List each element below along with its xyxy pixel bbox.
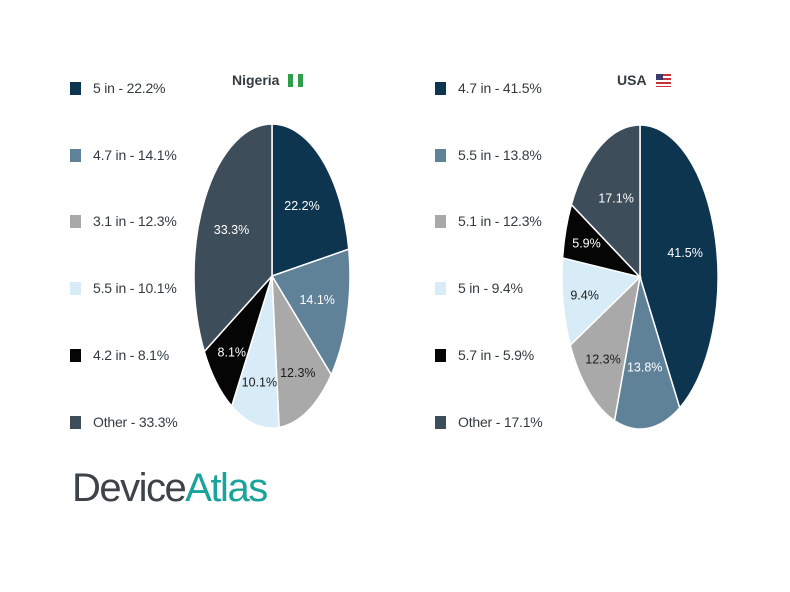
legend-swatch [70,148,81,162]
legend-label: 4.2 in - 8.1% [93,347,169,363]
logo-text-device: Device [72,466,187,510]
nigeria-flag-icon [288,73,304,87]
chart-title: USA [617,72,647,88]
pie-slice [639,124,719,410]
legend-label: 5.1 in - 12.3% [458,213,542,229]
pie-slice [270,248,351,377]
slice-data-label: 14.1% [299,293,334,307]
legend-swatch [70,348,81,362]
pie-slice [613,276,681,430]
legend-label: 5.5 in - 10.1% [93,280,177,296]
legend-label: 4.7 in - 41.5% [458,80,542,96]
legend-swatch [435,281,446,295]
legend-item: 5.5 in - 13.8% [435,145,542,165]
slice-data-label: 8.1% [218,346,247,360]
legend-swatch [70,415,81,429]
legend-item: 5 in - 22.2% [70,78,166,98]
legend-label: 3.1 in - 12.3% [93,213,177,229]
legend-swatch [435,348,446,362]
nigeria-chart-panel: 5 in - 22.2% 4.7 in - 14.1% 3.1 in - 12.3%… [60,60,380,460]
legend-label: 5 in - 9.4% [458,280,523,296]
slice-data-label: 33.3% [214,223,249,237]
legend-label: 5 in - 22.2% [93,80,166,96]
legend-swatch [435,81,446,95]
legend-label: Other - 17.1% [458,414,543,430]
legend-item: 4.7 in - 14.1% [70,145,177,165]
legend-label: 5.5 in - 13.8% [458,147,542,163]
chart-title-row: Nigeria [232,72,304,88]
legend-item: 5.1 in - 12.3% [435,211,542,231]
legend-label: 4.7 in - 14.1% [93,147,177,163]
chart-title-row: USA [617,72,671,88]
legend-item: 5 in - 9.4% [435,278,523,298]
slice-data-label: 13.8% [627,361,662,375]
legend-label: Other - 33.3% [93,414,178,430]
slice-data-label: 17.1% [598,192,633,206]
legend-item: Other - 33.3% [70,412,178,432]
slice-data-label: 12.3% [585,352,620,366]
usa-chart-panel: 4.7 in - 41.5% 5.5 in - 13.8% 5.1 in - 12.… [425,60,745,460]
legend-item: Other - 17.1% [435,412,543,432]
slice-data-label: 5.9% [572,237,601,251]
legend-swatch [70,281,81,295]
legend-swatch [435,415,446,429]
slice-data-label: 41.5% [667,246,702,260]
legend-item: 5.7 in - 5.9% [435,345,534,365]
legend-item: 5.5 in - 10.1% [70,278,177,298]
legend-item: 4.7 in - 41.5% [435,78,542,98]
pie-chart: 41.5% 13.8% 12.3% 9.4% 5.9% 17.1% [561,124,719,430]
deviceatlas-logo: DeviceAtlas [72,466,268,510]
pie-slice [230,275,280,429]
slice-data-label: 10.1% [242,376,277,390]
pie-slice [271,275,333,429]
pie-slice [569,274,642,422]
chart-title: Nigeria [232,72,280,88]
usa-flag-icon [655,73,671,87]
slice-data-label: 9.4% [570,289,599,303]
legend-swatch [435,214,446,228]
legend-item: 3.1 in - 12.3% [70,211,177,231]
logo-text-atlas: Atlas [185,466,268,510]
pie-chart: 22.2% 14.1% 12.3%10.1% 8.1% 33.3% [193,123,351,429]
legend-item: 4.2 in - 8.1% [70,345,169,365]
pie-slice [193,123,273,353]
pie-slice [570,124,641,279]
slice-data-label: 22.2% [284,199,319,213]
legend-swatch [70,214,81,228]
slice-data-label: 12.3% [280,366,315,380]
legend-swatch [435,148,446,162]
legend-swatch [70,81,81,95]
legend-label: 5.7 in - 5.9% [458,347,534,363]
pie-slice [561,257,642,347]
pie-slice [271,123,350,278]
